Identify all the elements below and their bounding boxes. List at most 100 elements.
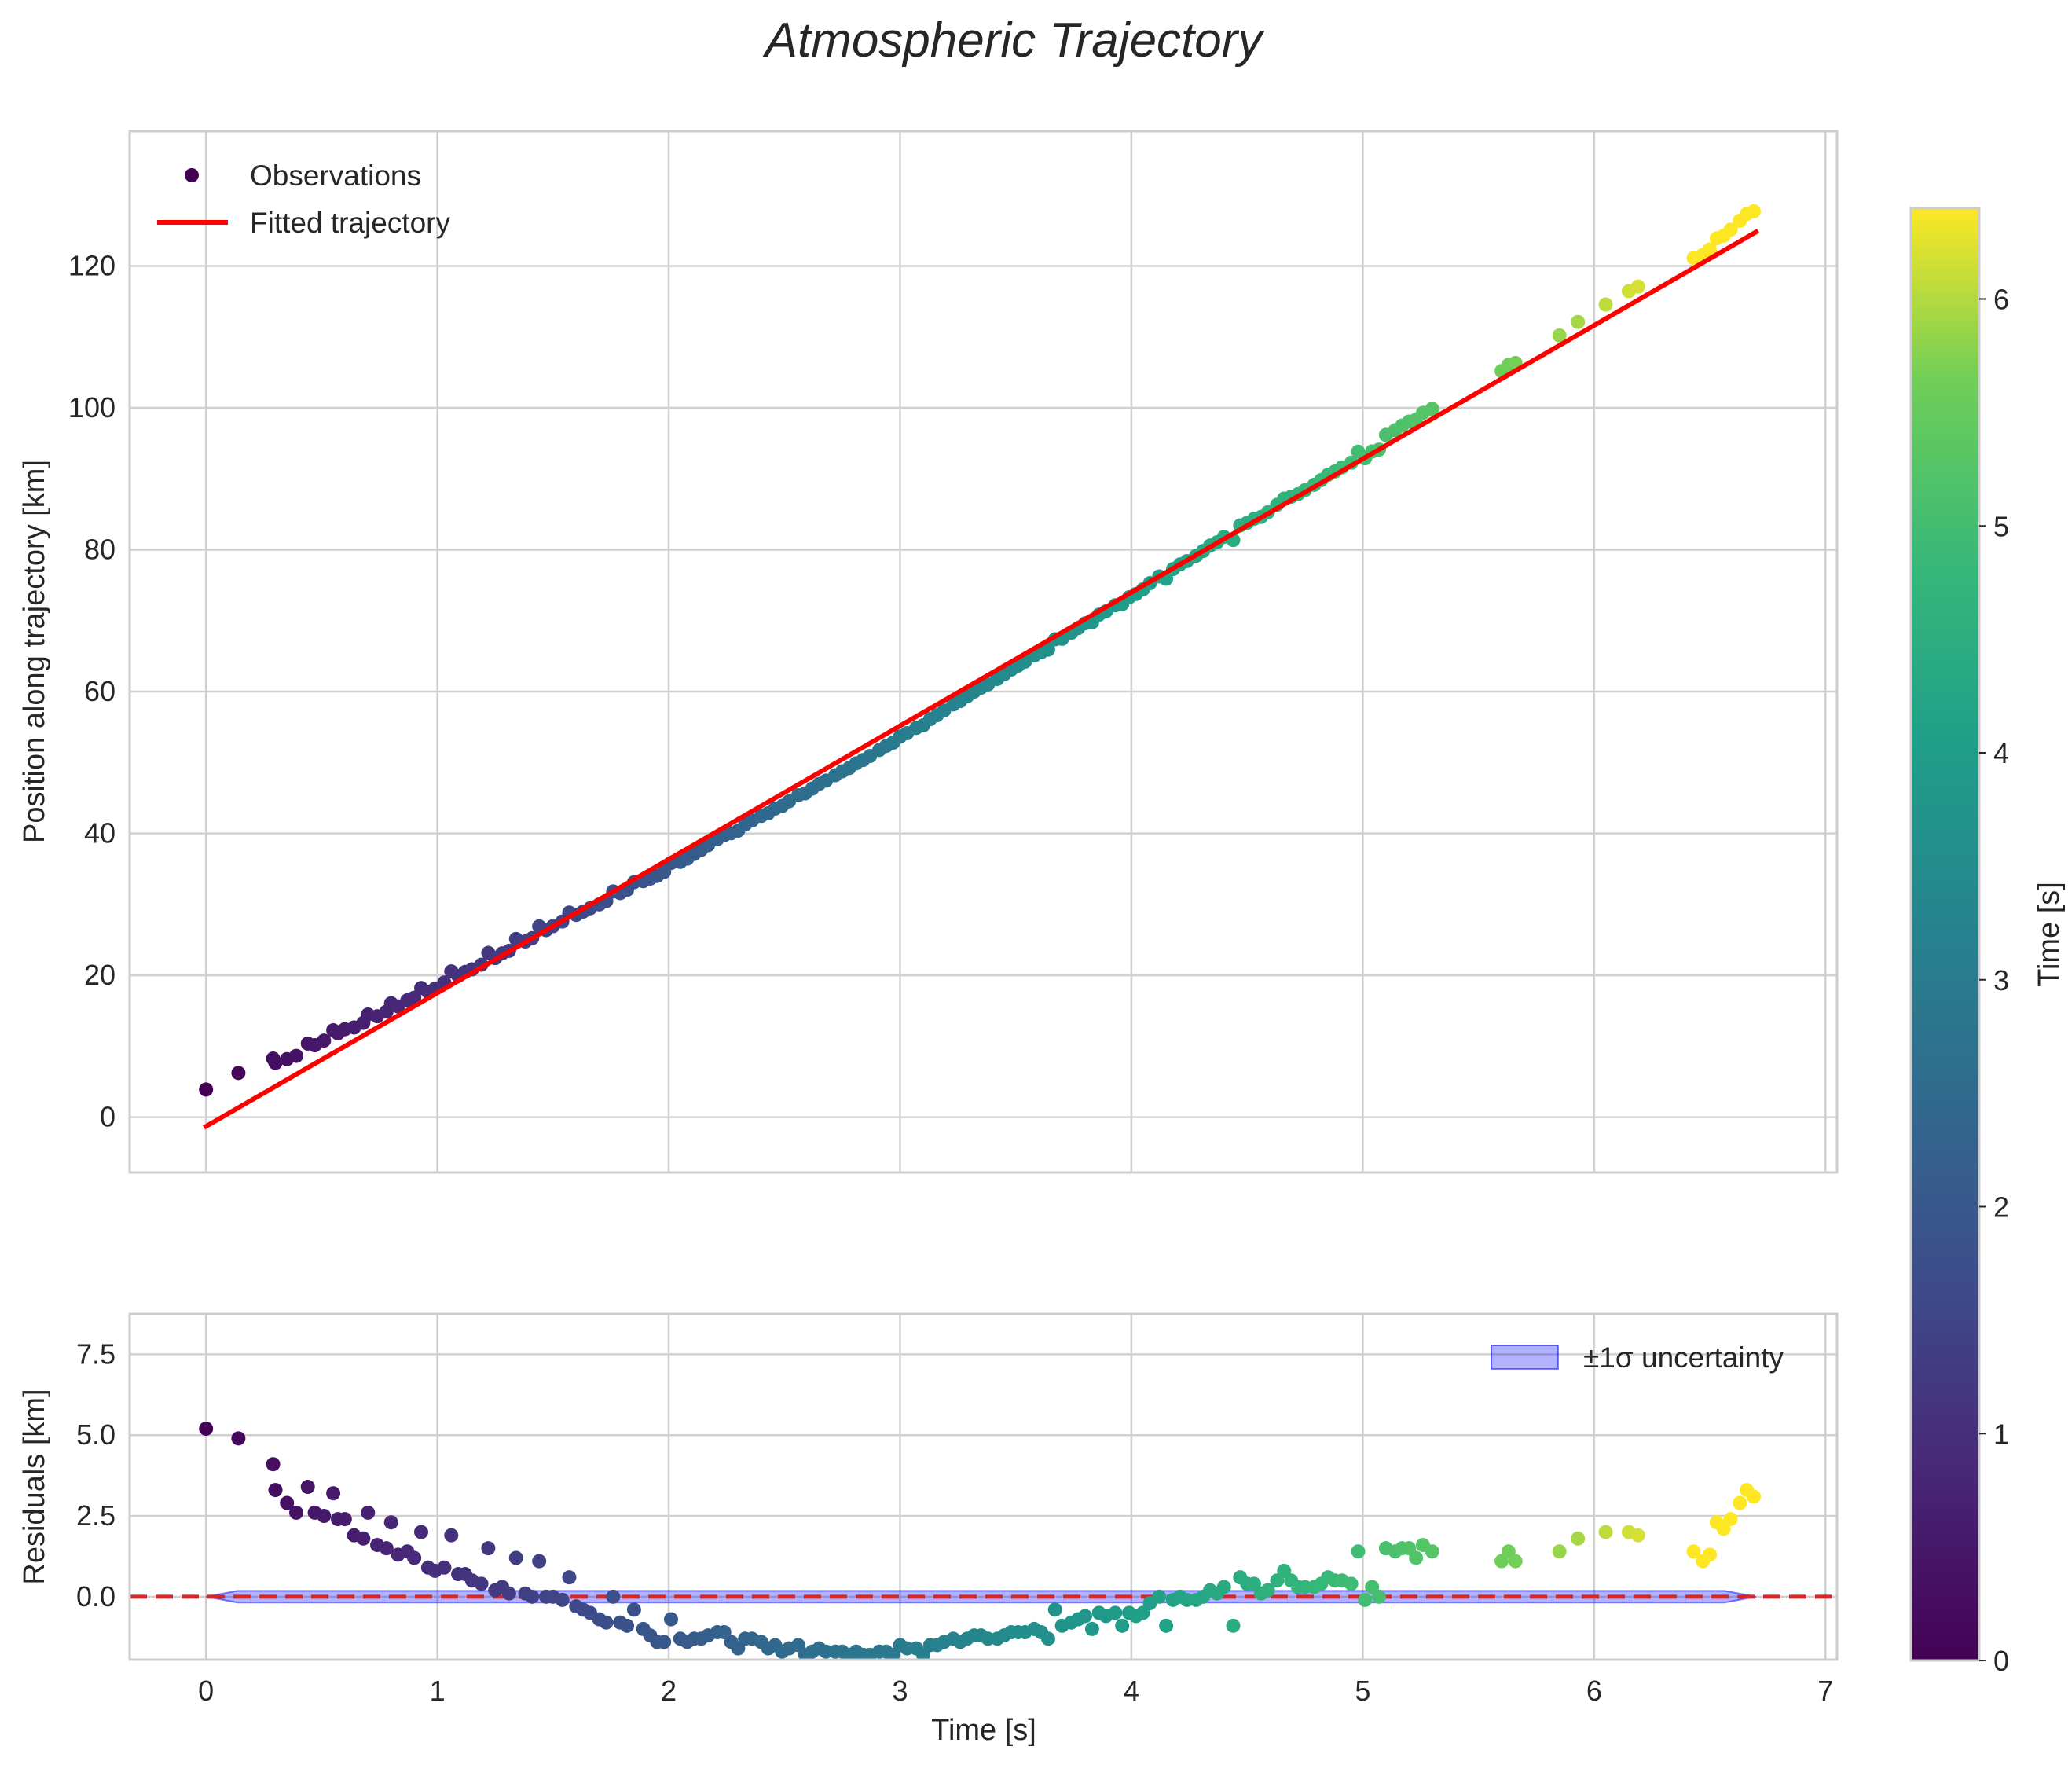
residuals-grid bbox=[130, 1314, 1837, 1660]
residuals-legend: ±1σ uncertainty bbox=[1491, 1341, 1784, 1374]
figure-title: Atmospheric Trajectory bbox=[762, 13, 1266, 68]
residual-point bbox=[1372, 1589, 1386, 1604]
colorbar-tick-label: 5 bbox=[1993, 510, 2009, 542]
residual-point bbox=[379, 1541, 394, 1556]
observation-point bbox=[1598, 297, 1613, 312]
main-plot-frame bbox=[128, 130, 1839, 1174]
colorbar-tick-labels: 0 1 2 3 4 5 6 bbox=[1979, 284, 2009, 1677]
residual-point bbox=[1152, 1589, 1167, 1604]
colorbar-tick-label: 4 bbox=[1993, 737, 2009, 769]
residual-point bbox=[620, 1618, 635, 1633]
observation-point bbox=[1630, 279, 1645, 294]
residuals-panel: 0 1 2 3 4 5 6 7 0.0 2.5 5.0 7.5 Residuals [km] Time… bbox=[18, 1312, 1839, 1747]
observation-point bbox=[1571, 314, 1586, 329]
residuals-ylabel: Residuals [km] bbox=[18, 1389, 51, 1584]
residuals-y-tick-label: 7.5 bbox=[76, 1338, 116, 1370]
residuals-x-tick-label: 0 bbox=[198, 1675, 214, 1707]
residuals-plot-frame bbox=[128, 1312, 1839, 1661]
main-y-tick-label: 100 bbox=[68, 391, 116, 424]
legend-fitted-label: Fitted trajectory bbox=[250, 207, 450, 239]
observation-point bbox=[289, 1048, 303, 1063]
residuals-x-tick-label: 4 bbox=[1124, 1675, 1139, 1707]
legend-uncertainty-patch bbox=[1491, 1345, 1559, 1370]
residuals-tick-labels: 0 1 2 3 4 5 6 7 0.0 2.5 5.0 7.5 bbox=[76, 1338, 1833, 1707]
colorbar-tick-label: 1 bbox=[1993, 1418, 2009, 1450]
residual-point bbox=[1571, 1531, 1586, 1546]
residual-point bbox=[1552, 1544, 1567, 1559]
residual-point bbox=[444, 1528, 459, 1543]
observation-point bbox=[199, 1082, 214, 1097]
residual-point bbox=[199, 1421, 214, 1436]
main-y-tick-label: 0 bbox=[100, 1101, 116, 1133]
residual-point bbox=[231, 1431, 246, 1446]
residual-point bbox=[1040, 1631, 1055, 1646]
residual-point bbox=[481, 1541, 496, 1556]
residual-point bbox=[407, 1550, 422, 1565]
residual-point bbox=[1047, 1602, 1062, 1617]
colorbar-label: Time [s] bbox=[2033, 882, 2066, 987]
main-legend: Observations Fitted trajectory bbox=[157, 160, 450, 239]
main-ylabel: Position along trajectory [km] bbox=[18, 460, 51, 843]
residuals-y-tick-label: 0.0 bbox=[76, 1580, 116, 1613]
residual-point bbox=[383, 1515, 398, 1530]
main-panel: 0 20 40 60 80 100 120 Position along trajector… bbox=[18, 130, 1839, 1174]
residual-point bbox=[361, 1505, 376, 1520]
legend-uncertainty-label: ±1σ uncertainty bbox=[1583, 1341, 1784, 1374]
residual-point bbox=[1358, 1592, 1373, 1607]
colorbar-tick-label: 0 bbox=[1993, 1645, 2009, 1677]
main-y-tick-label: 40 bbox=[84, 817, 116, 849]
main-y-tick-label: 20 bbox=[84, 959, 116, 991]
main-y-tick-label: 120 bbox=[68, 249, 116, 281]
residual-point bbox=[1598, 1525, 1613, 1539]
residual-point bbox=[1226, 1618, 1241, 1633]
residuals-x-tick-label: 2 bbox=[661, 1675, 677, 1707]
residual-point bbox=[1747, 1489, 1761, 1504]
residual-point bbox=[1084, 1621, 1099, 1636]
residual-point bbox=[555, 1592, 570, 1607]
residual-point bbox=[474, 1576, 489, 1591]
residual-point bbox=[1159, 1618, 1174, 1633]
residual-point bbox=[266, 1457, 281, 1472]
legend-observations-label: Observations bbox=[250, 160, 421, 192]
observation-point bbox=[1703, 242, 1718, 257]
residual-point bbox=[289, 1505, 303, 1520]
residuals-plot-area bbox=[130, 1314, 1837, 1660]
residuals-x-tick-label: 1 bbox=[430, 1675, 446, 1707]
residual-point bbox=[1425, 1544, 1439, 1559]
residual-point bbox=[1409, 1550, 1424, 1565]
observation-point bbox=[1723, 222, 1738, 237]
observation-point bbox=[1747, 204, 1761, 218]
residual-point bbox=[356, 1531, 371, 1546]
residual-point bbox=[1733, 1495, 1747, 1510]
uncertainty-band-area bbox=[205, 1590, 1757, 1604]
colorbar-tick-label: 2 bbox=[1993, 1191, 2009, 1224]
residual-point bbox=[1630, 1528, 1645, 1543]
main-grid bbox=[130, 131, 1837, 1172]
residual-point bbox=[664, 1612, 678, 1627]
residual-point bbox=[1108, 1605, 1123, 1620]
residual-point bbox=[1723, 1512, 1738, 1527]
main-data bbox=[199, 204, 1761, 1130]
main-tick-labels: 0 20 40 60 80 100 120 bbox=[68, 249, 116, 1132]
residual-point bbox=[300, 1480, 315, 1494]
residuals-x-tick-label: 5 bbox=[1355, 1675, 1370, 1707]
residual-point bbox=[1115, 1618, 1130, 1633]
residual-point bbox=[1703, 1547, 1718, 1562]
residuals-x-tick-label: 6 bbox=[1586, 1675, 1602, 1707]
residuals-data bbox=[199, 1421, 1761, 1660]
residual-point bbox=[280, 1495, 295, 1510]
uncertainty-band bbox=[205, 1590, 1757, 1604]
residual-point bbox=[268, 1483, 283, 1498]
residual-point bbox=[1260, 1583, 1275, 1598]
residual-point bbox=[1344, 1576, 1359, 1591]
residual-point bbox=[606, 1589, 621, 1604]
residuals-x-tick-label: 3 bbox=[892, 1675, 908, 1707]
residual-point bbox=[337, 1512, 352, 1527]
residual-point bbox=[1351, 1544, 1366, 1559]
observation-point bbox=[1552, 328, 1567, 343]
main-y-tick-label: 80 bbox=[84, 534, 116, 566]
observation-point bbox=[317, 1033, 332, 1048]
residual-point bbox=[414, 1525, 428, 1539]
